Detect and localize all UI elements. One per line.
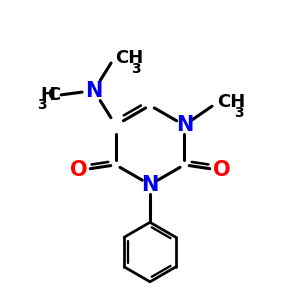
Text: 3: 3 [131,62,141,76]
Text: 3: 3 [234,106,244,120]
Text: O: O [70,160,87,180]
Text: O: O [213,160,230,180]
Text: CH: CH [217,93,245,111]
Text: N: N [176,115,193,135]
Text: N: N [85,81,103,100]
Text: H: H [40,85,55,103]
Text: CH: CH [115,49,143,67]
Text: N: N [141,175,159,195]
Text: C: C [47,85,60,103]
Text: 3: 3 [37,98,46,112]
